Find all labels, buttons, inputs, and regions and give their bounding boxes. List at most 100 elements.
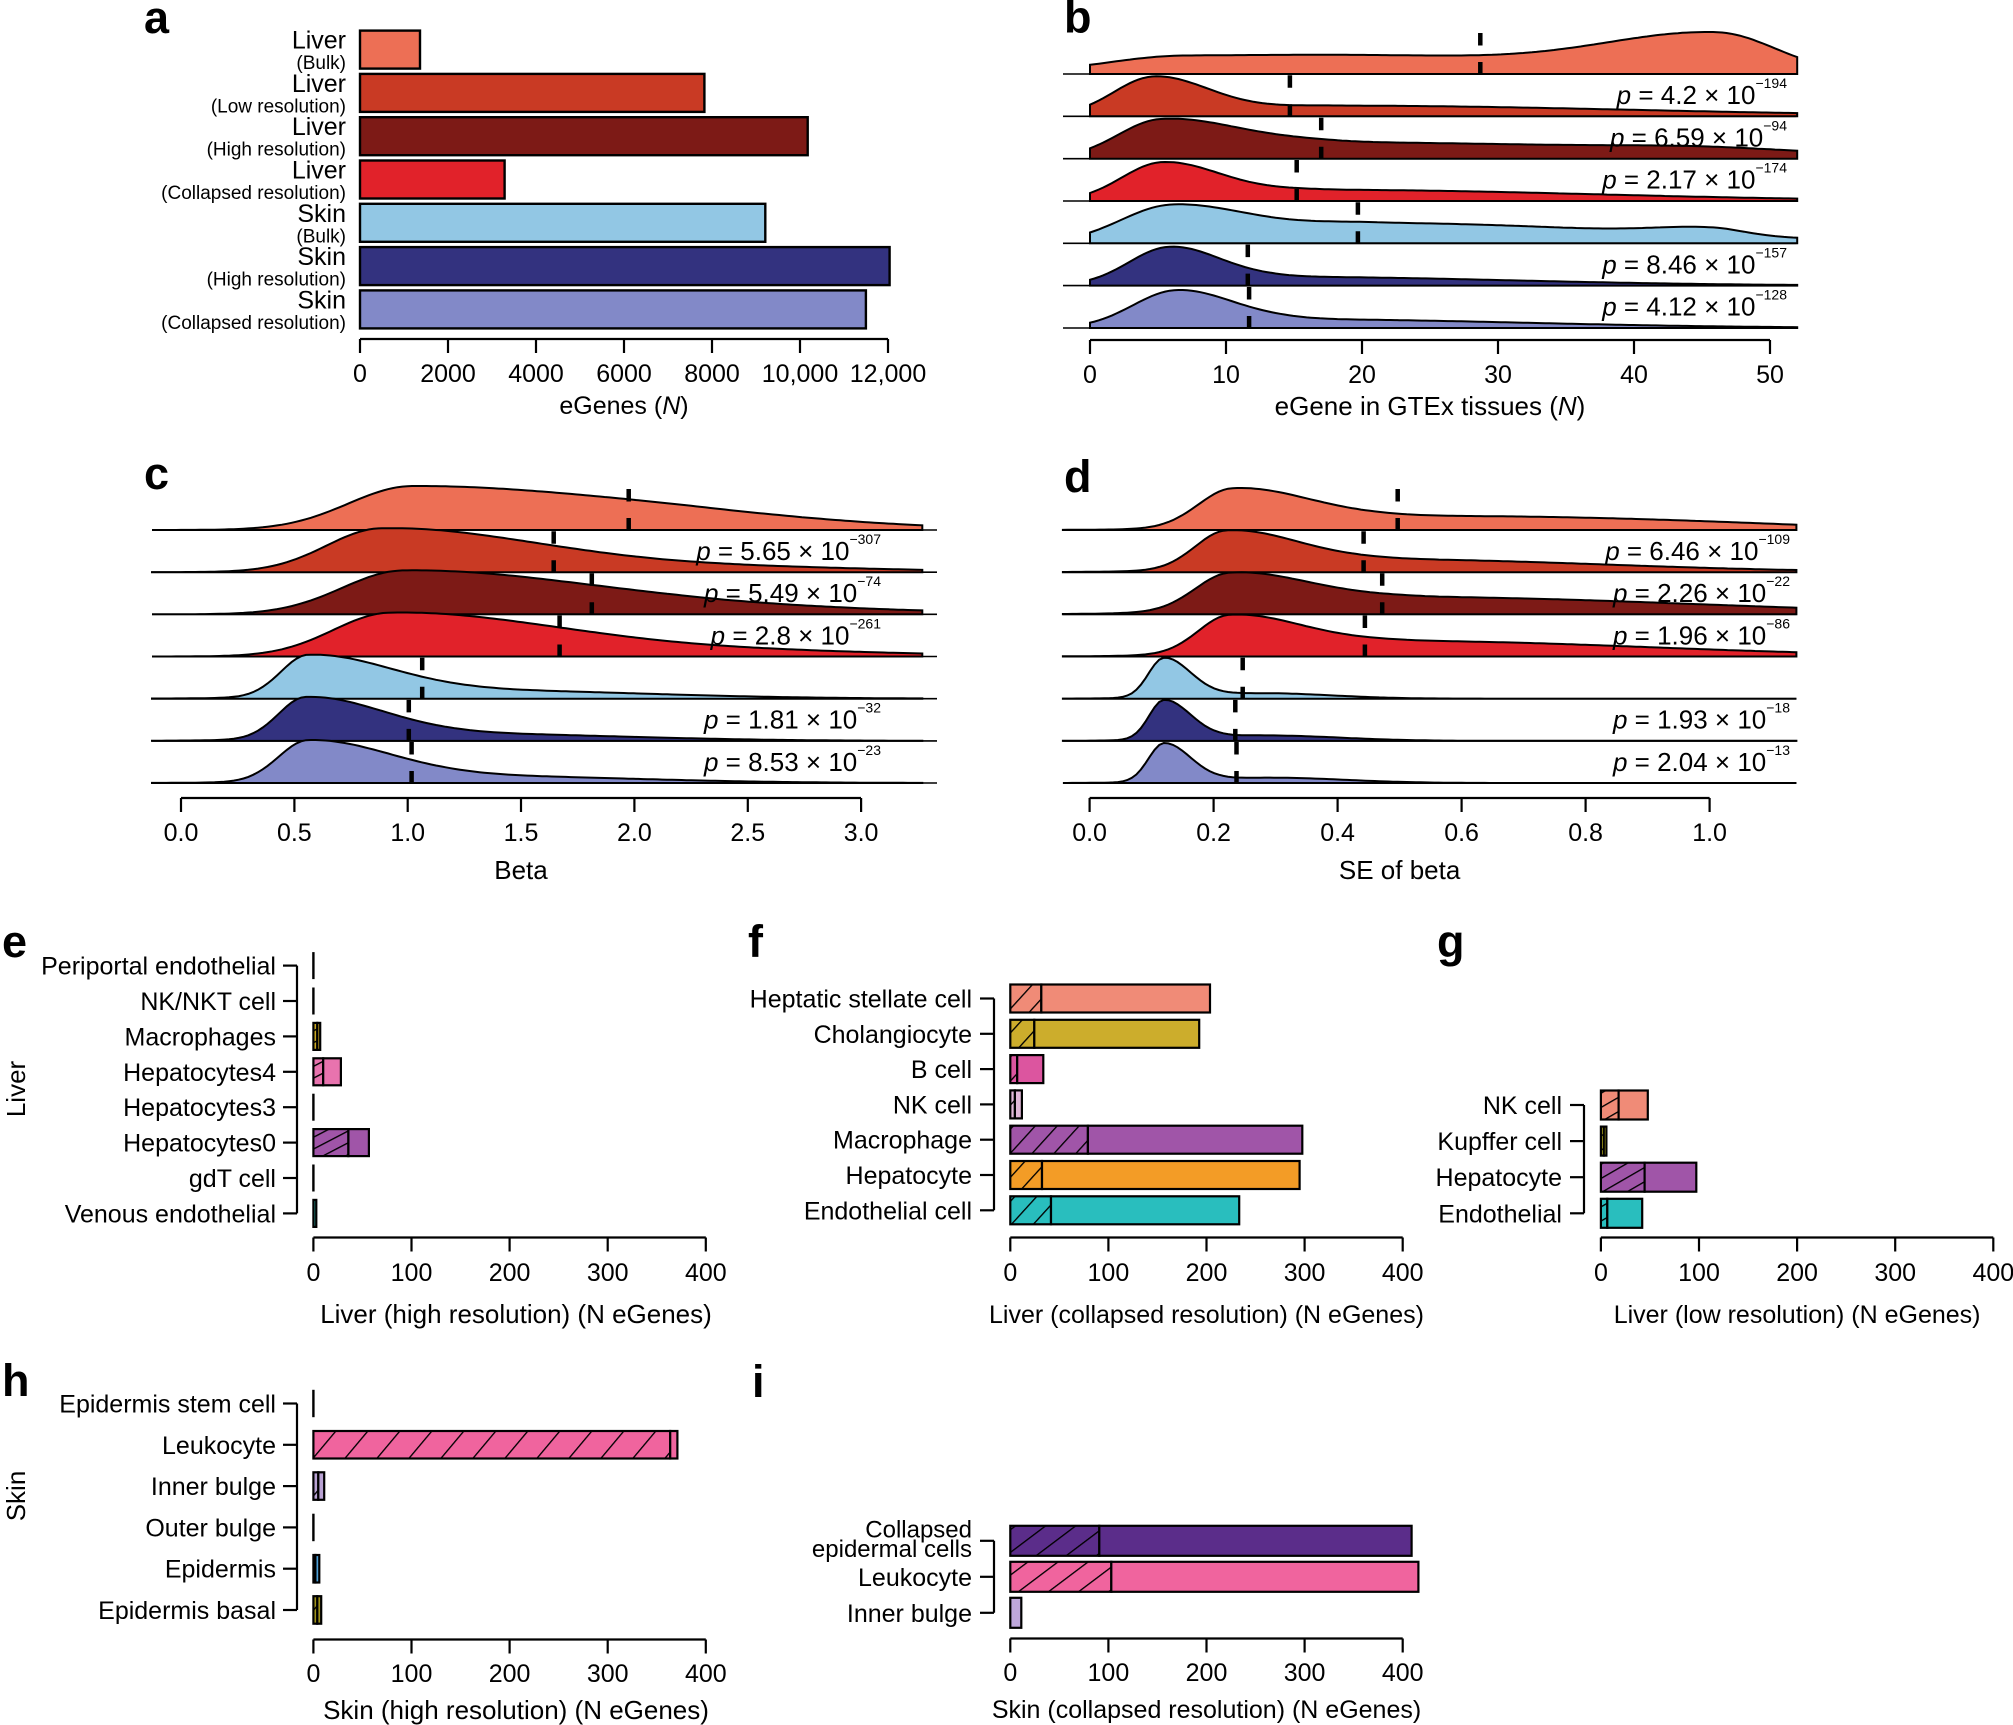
svg-text:NK cell: NK cell xyxy=(1483,1092,1562,1120)
svg-text:e: e xyxy=(2,916,27,967)
svg-text:Hepatocyte: Hepatocyte xyxy=(1436,1164,1562,1192)
svg-text:Liver (collapsed resolution) (: Liver (collapsed resolution) (N eGenes) xyxy=(989,1301,1424,1329)
svg-text:g: g xyxy=(1437,916,1465,967)
svg-text:Liver: Liver xyxy=(1,1060,31,1117)
svg-text:NK cell: NK cell xyxy=(893,1091,972,1119)
svg-text:40: 40 xyxy=(1620,361,1648,389)
svg-text:0.5: 0.5 xyxy=(277,819,312,847)
svg-text:c: c xyxy=(144,448,169,499)
svg-text:6000: 6000 xyxy=(596,360,652,388)
svg-text:(Low resolution): (Low resolution) xyxy=(211,96,346,117)
svg-text:200: 200 xyxy=(489,1660,531,1688)
svg-text:0: 0 xyxy=(1083,361,1097,389)
svg-text:Venous endothelial: Venous endothelial xyxy=(65,1200,276,1228)
svg-text:Liver (high resolution) (N eGe: Liver (high resolution) (N eGenes) xyxy=(320,1299,712,1329)
svg-text:0.8: 0.8 xyxy=(1568,819,1603,847)
svg-text:Liver: Liver xyxy=(292,27,346,55)
svg-text:0: 0 xyxy=(306,1259,320,1287)
svg-text:12,000: 12,000 xyxy=(850,360,926,388)
svg-text:1.0: 1.0 xyxy=(1692,819,1727,847)
svg-text:epidermal cells: epidermal cells xyxy=(812,1536,972,1563)
svg-text:p = 2.04 × 10−13: p = 2.04 × 10−13 xyxy=(1612,742,1790,777)
svg-text:eGenes (N): eGenes (N) xyxy=(559,392,688,420)
svg-text:400: 400 xyxy=(685,1660,727,1688)
svg-text:0.6: 0.6 xyxy=(1444,819,1479,847)
svg-text:(Bulk): (Bulk) xyxy=(296,53,346,74)
svg-text:0.2: 0.2 xyxy=(1196,819,1231,847)
svg-text:0: 0 xyxy=(1003,1259,1017,1287)
svg-text:200: 200 xyxy=(489,1259,531,1287)
svg-text:10,000: 10,000 xyxy=(762,360,838,388)
svg-text:100: 100 xyxy=(1678,1259,1720,1287)
svg-text:Liver: Liver xyxy=(292,157,346,185)
svg-text:SE of beta: SE of beta xyxy=(1339,855,1461,885)
svg-text:Leukocyte: Leukocyte xyxy=(858,1564,972,1592)
svg-text:300: 300 xyxy=(1284,1259,1326,1287)
svg-text:300: 300 xyxy=(1874,1259,1916,1287)
svg-text:300: 300 xyxy=(587,1259,629,1287)
svg-text:0: 0 xyxy=(306,1660,320,1688)
svg-text:p = 6.59 × 10−94: p = 6.59 × 10−94 xyxy=(1609,117,1787,152)
svg-text:Collapsed: Collapsed xyxy=(865,1516,972,1543)
svg-text:h: h xyxy=(2,1355,30,1406)
svg-text:8000: 8000 xyxy=(684,360,740,388)
svg-text:4000: 4000 xyxy=(508,360,564,388)
svg-text:p = 1.81 × 10−32: p = 1.81 × 10−32 xyxy=(703,700,881,735)
svg-text:Outer bulge: Outer bulge xyxy=(145,1514,276,1542)
svg-text:300: 300 xyxy=(587,1660,629,1688)
svg-text:p = 1.93 × 10−18: p = 1.93 × 10−18 xyxy=(1612,700,1790,735)
svg-text:200: 200 xyxy=(1186,1259,1228,1287)
svg-text:Liver (low resolution) (N eGen: Liver (low resolution) (N eGenes) xyxy=(1614,1301,1981,1329)
svg-text:Inner bulge: Inner bulge xyxy=(847,1600,972,1628)
svg-text:d: d xyxy=(1064,451,1092,502)
svg-text:Skin: Skin xyxy=(297,286,346,314)
svg-text:Endothelial: Endothelial xyxy=(1438,1200,1562,1228)
svg-text:Hepatocyte: Hepatocyte xyxy=(846,1162,972,1190)
svg-text:300: 300 xyxy=(1284,1659,1326,1687)
svg-text:Liver: Liver xyxy=(292,113,346,141)
svg-text:10: 10 xyxy=(1212,361,1240,389)
svg-text:100: 100 xyxy=(391,1259,433,1287)
svg-text:p = 8.53 × 10−23: p = 8.53 × 10−23 xyxy=(703,742,881,777)
svg-text:2000: 2000 xyxy=(420,360,476,388)
svg-text:400: 400 xyxy=(1972,1259,2013,1287)
svg-text:0.0: 0.0 xyxy=(164,819,199,847)
svg-text:Macrophages: Macrophages xyxy=(125,1023,276,1051)
svg-text:p = 5.49 × 10−74: p = 5.49 × 10−74 xyxy=(703,573,881,608)
svg-text:Leukocyte: Leukocyte xyxy=(162,1432,276,1460)
svg-text:Periportal endothelial: Periportal endothelial xyxy=(41,953,276,981)
svg-text:0.0: 0.0 xyxy=(1072,819,1107,847)
svg-text:B cell: B cell xyxy=(911,1056,972,1084)
svg-text:1.5: 1.5 xyxy=(504,819,539,847)
svg-text:2.0: 2.0 xyxy=(617,819,652,847)
svg-text:Hepatocytes3: Hepatocytes3 xyxy=(123,1094,276,1122)
svg-text:(Collapsed resolution): (Collapsed resolution) xyxy=(161,313,346,334)
svg-text:0: 0 xyxy=(1594,1259,1608,1287)
svg-text:eGene in GTEx tissues (N): eGene in GTEx tissues (N) xyxy=(1275,391,1586,421)
svg-text:100: 100 xyxy=(1088,1259,1130,1287)
svg-text:Kupffer cell: Kupffer cell xyxy=(1437,1128,1562,1156)
svg-text:50: 50 xyxy=(1756,361,1784,389)
svg-text:200: 200 xyxy=(1776,1259,1818,1287)
svg-text:0: 0 xyxy=(1003,1659,1017,1687)
svg-text:Beta: Beta xyxy=(494,855,548,885)
svg-text:Hepatocytes4: Hepatocytes4 xyxy=(123,1059,276,1087)
svg-text:Heptatic stellate cell: Heptatic stellate cell xyxy=(750,986,972,1014)
svg-text:100: 100 xyxy=(391,1660,433,1688)
svg-text:Epidermis stem cell: Epidermis stem cell xyxy=(59,1391,276,1419)
svg-text:a: a xyxy=(144,0,170,43)
svg-text:Epidermis basal: Epidermis basal xyxy=(98,1597,276,1625)
svg-text:i: i xyxy=(752,1356,765,1407)
svg-text:Endothelial cell: Endothelial cell xyxy=(804,1197,972,1225)
svg-text:Skin (high resolution) (N eGen: Skin (high resolution) (N eGenes) xyxy=(323,1695,709,1725)
svg-text:3.0: 3.0 xyxy=(844,819,879,847)
svg-text:400: 400 xyxy=(1382,1259,1424,1287)
svg-text:Macrophage: Macrophage xyxy=(833,1127,972,1155)
svg-text:Skin: Skin xyxy=(297,200,346,228)
svg-text:f: f xyxy=(748,916,764,967)
svg-text:(High resolution): (High resolution) xyxy=(207,140,346,161)
svg-text:Epidermis: Epidermis xyxy=(165,1556,276,1584)
svg-text:b: b xyxy=(1064,0,1092,43)
svg-text:Liver: Liver xyxy=(292,70,346,98)
svg-text:(High resolution): (High resolution) xyxy=(207,270,346,291)
